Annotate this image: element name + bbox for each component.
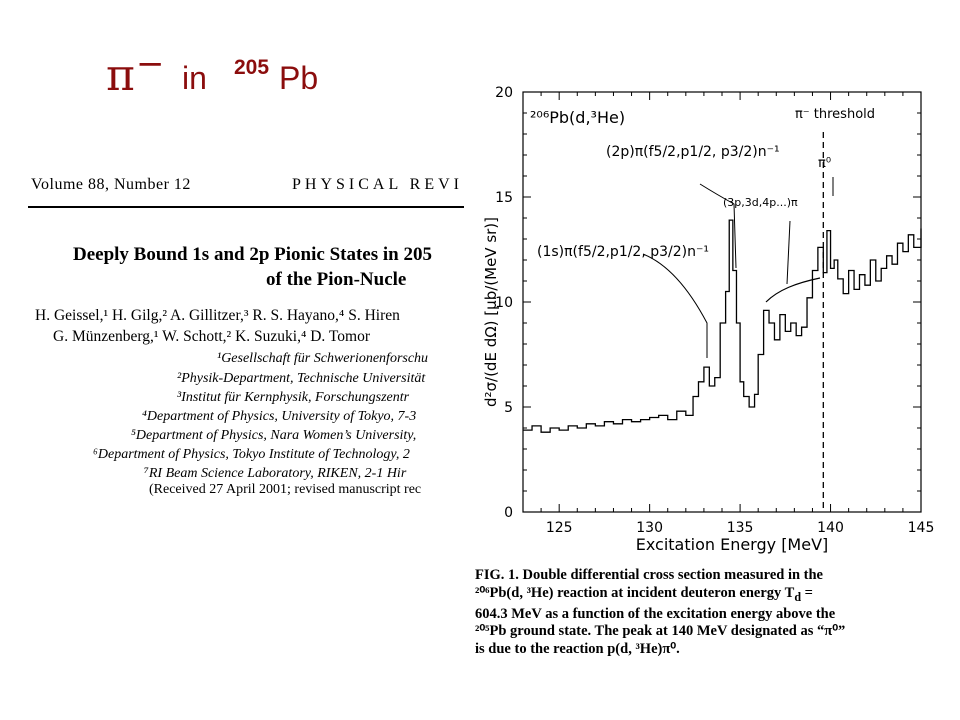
affiliation-6: ⁶Department of Physics, Tokyo Institute … <box>93 447 410 462</box>
pi0-label: π⁰ <box>818 156 831 171</box>
paper-header-excerpt: Volume 88, Number 12 PHYSICAL REVI Deepl… <box>28 176 464 506</box>
y-tick-label: 5 <box>504 400 513 416</box>
affiliation-3: ³Institut für Kernphysik, Forschungszent… <box>177 390 410 405</box>
affiliation-5: ⁵Department of Physics, Nara Women’s Uni… <box>131 428 417 443</box>
caption-line2: ²⁰⁶Pb(d, ³He) reaction at incident deute… <box>475 584 813 604</box>
bracket-3p <box>765 277 821 303</box>
x-axis-label: Excitation Energy [MeV] <box>636 535 829 554</box>
header-rule <box>28 206 464 208</box>
caption-line5: is due to the reaction p(d, ³He)π⁰. <box>475 640 680 657</box>
y-tick-label: 10 <box>495 295 513 311</box>
x-tick-label: 145 <box>908 520 935 536</box>
figure-spectrum: 125 130 135 140 145 0 5 10 15 20 ²⁰⁶Pb(d,³He) π⁻ … <box>478 78 944 558</box>
x-tick-label: 140 <box>817 520 844 536</box>
received-line: (Received 27 April 2001; revised manuscr… <box>149 482 422 497</box>
leader-1s <box>642 253 708 358</box>
affiliation-4: ⁴Department of Physics, University of To… <box>142 409 417 424</box>
label-1s: (1s)π(f5/2,p1/2, p3/2)n⁻¹ <box>537 244 709 260</box>
title-word: in <box>182 60 207 96</box>
caption-line1: FIG. 1. Double differential cross sectio… <box>475 567 823 583</box>
label-2p: (2p)π(f5/2,p1/2, p3/2)n⁻¹ <box>606 144 780 160</box>
affiliation-2: ²Physik-Department, Technische Universit… <box>177 371 426 386</box>
y-tick-label: 0 <box>504 505 513 521</box>
x-tick-label: 125 <box>546 520 573 536</box>
x-tick-label: 130 <box>636 520 663 536</box>
axis-ticks: 125 130 135 140 145 0 5 10 15 20 <box>495 85 934 536</box>
title-pi-symbol: π <box>106 50 135 101</box>
x-tick-label: 135 <box>727 520 754 536</box>
title-mass-number: 205 <box>234 56 270 79</box>
paper-title-line1: Deeply Bound 1s and 2p Pionic States in … <box>73 244 432 265</box>
label-3p: (3p,3d,4p...)π <box>723 196 798 209</box>
affiliation-1: ¹Gesellschaft für Schwerionenforschu <box>217 351 429 366</box>
y-tick-label: 15 <box>495 190 513 206</box>
leader-2p <box>699 183 737 269</box>
histogram-series <box>523 219 922 433</box>
journal-name: PHYSICAL REVI <box>292 176 463 193</box>
title-element: Pb <box>279 60 319 96</box>
title-charge: − <box>136 44 165 84</box>
y-axis-label: d²σ/(dE dΩ) [μb/(MeV sr)] <box>482 217 500 407</box>
volume-line: Volume 88, Number 12 <box>31 176 191 193</box>
caption-line3: 604.3 MeV as a function of the excitatio… <box>475 605 836 622</box>
authors-line2: G. Münzenberg,¹ W. Schott,² K. Suzuki,⁴ … <box>53 328 371 345</box>
figure-caption: FIG. 1. Double differential cross sectio… <box>475 567 938 658</box>
paper-title-line2: of the Pion-Nucle <box>266 269 407 290</box>
affiliation-7: ⁷RI Beam Science Laboratory, RIKEN, 2-1 … <box>144 466 407 481</box>
reaction-label: ²⁰⁶Pb(d,³He) <box>530 108 625 127</box>
threshold-label: π⁻ threshold <box>795 107 875 122</box>
authors-line1: H. Geissel,¹ H. Gilg,² A. Gillitzer,³ R.… <box>35 307 400 324</box>
spectrum-chart: 125 130 135 140 145 0 5 10 15 20 ²⁰⁶Pb(d,³He) π⁻ … <box>482 85 934 554</box>
leader-3p <box>786 220 791 285</box>
y-tick-label: 20 <box>495 85 513 101</box>
caption-line4: ²⁰⁵Pb ground state. The peak at 140 MeV … <box>475 623 846 640</box>
